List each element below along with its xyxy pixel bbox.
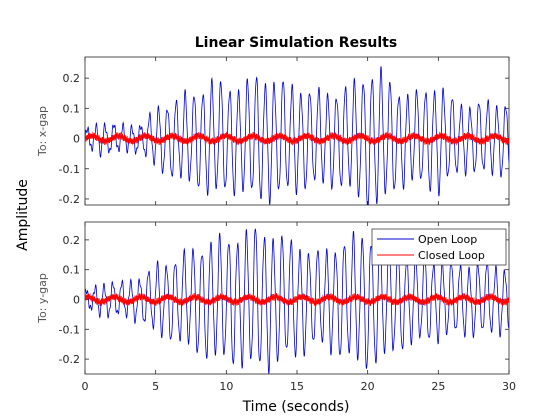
axes-x-gap: -0.2 -0.1 0 0.1 0.2 To: x-gap <box>36 56 510 206</box>
legend-closed-loop-label: Closed Loop <box>418 249 485 262</box>
y-tick-label: -0.1 <box>59 323 80 336</box>
axes-x-gap-xticks <box>84 57 510 205</box>
y-tick-label: 0.2 <box>63 72 81 85</box>
y-tick-label: 0.2 <box>63 234 81 247</box>
series-closed-loop <box>85 131 509 146</box>
axes-y-gap-yticks: -0.2 -0.1 0 0.1 0.2 <box>59 234 509 366</box>
series-closed-loop <box>85 292 509 307</box>
x-tick-labels: 0 5 10 15 20 25 30 <box>82 380 517 393</box>
axes-y-gap: -0.2 -0.1 0 0.1 0.2 To: y-gap <box>36 221 510 375</box>
axes-x-gap-yticks: -0.2 -0.1 0 0.1 0.2 <box>59 72 509 206</box>
y-tick-label: 0 <box>73 133 80 146</box>
y-tick-label: -0.1 <box>59 163 80 176</box>
legend-open-loop-label: Open Loop <box>418 233 477 246</box>
series-open-loop <box>85 228 509 374</box>
x-tick-label: 25 <box>431 380 445 393</box>
x-tick-label: 10 <box>219 380 233 393</box>
x-gap-label: To: x-gap <box>36 106 49 157</box>
series-open-loop <box>85 66 509 205</box>
x-tick-label: 20 <box>361 380 375 393</box>
axes-y-gap-xticks <box>84 222 510 374</box>
y-gap-label: To: y-gap <box>36 273 49 324</box>
y-tick-label: 0.1 <box>63 264 81 277</box>
chart-title: Linear Simulation Results <box>195 35 397 51</box>
y-tick-label: 0.1 <box>63 102 81 115</box>
x-tick-label: 30 <box>502 380 516 393</box>
x-tick-label: 15 <box>290 380 304 393</box>
x-tick-label: 0 <box>82 380 89 393</box>
axes-x-gap-lines <box>85 66 509 205</box>
y-tick-label: 0 <box>73 293 80 306</box>
axes-y-gap-lines <box>85 228 509 374</box>
y-tick-label: -0.2 <box>59 193 80 206</box>
legend-box <box>371 228 507 266</box>
x-tick-label: 5 <box>152 380 159 393</box>
x-axis-label: Time (seconds) <box>242 399 350 415</box>
y-axis-label: Amplitude <box>15 179 31 251</box>
legend: Open Loop Closed Loop <box>371 228 507 266</box>
y-tick-label: -0.2 <box>59 353 80 366</box>
